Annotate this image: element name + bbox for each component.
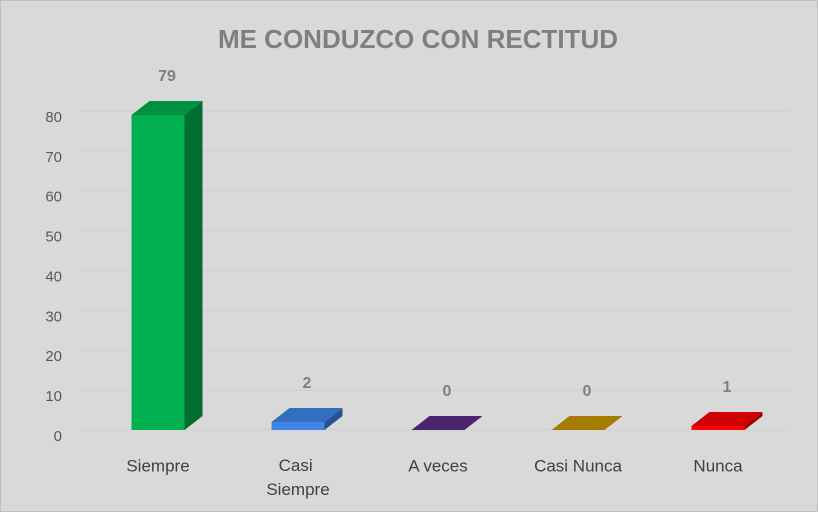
x-tick-label: Casi Siempre xyxy=(266,456,329,499)
y-tick-label: 40 xyxy=(45,268,62,285)
y-tick-label: 50 xyxy=(45,229,62,246)
y-tick-label: 20 xyxy=(45,348,62,365)
data-label: 79 xyxy=(158,68,176,85)
bar xyxy=(411,416,483,430)
chart-title: ME CONDUZCO CON RECTITUD xyxy=(218,24,618,54)
data-label: 0 xyxy=(443,383,452,400)
data-label: 2 xyxy=(303,375,312,392)
bar xyxy=(131,100,203,431)
bar-front xyxy=(131,114,185,431)
x-tick-label: Nunca xyxy=(693,456,743,475)
bar xyxy=(691,412,763,430)
y-tick-label: 30 xyxy=(45,308,62,325)
bar-side xyxy=(324,408,343,430)
bar-side xyxy=(184,100,203,431)
bar-top xyxy=(691,412,763,427)
y-tick-label: 10 xyxy=(45,388,62,405)
y-tick-label: 0 xyxy=(54,428,62,445)
bar-top xyxy=(271,408,343,423)
bar-front xyxy=(691,426,745,430)
bar xyxy=(551,416,623,430)
bar-side xyxy=(744,412,763,430)
bar-front xyxy=(271,422,325,430)
bar-top xyxy=(551,416,623,430)
y-tick-label: 60 xyxy=(45,189,62,206)
data-label: 1 xyxy=(723,379,732,396)
y-tick-label: 70 xyxy=(45,149,62,166)
x-tick-label: Siempre xyxy=(126,456,189,475)
data-label: 0 xyxy=(583,383,592,400)
bar-top xyxy=(131,100,203,115)
bar-top xyxy=(411,416,483,430)
x-tick-label: Casi Nunca xyxy=(534,456,622,475)
bar xyxy=(271,408,343,430)
x-tick-label: A veces xyxy=(408,456,468,475)
y-tick-label: 80 xyxy=(45,109,62,126)
